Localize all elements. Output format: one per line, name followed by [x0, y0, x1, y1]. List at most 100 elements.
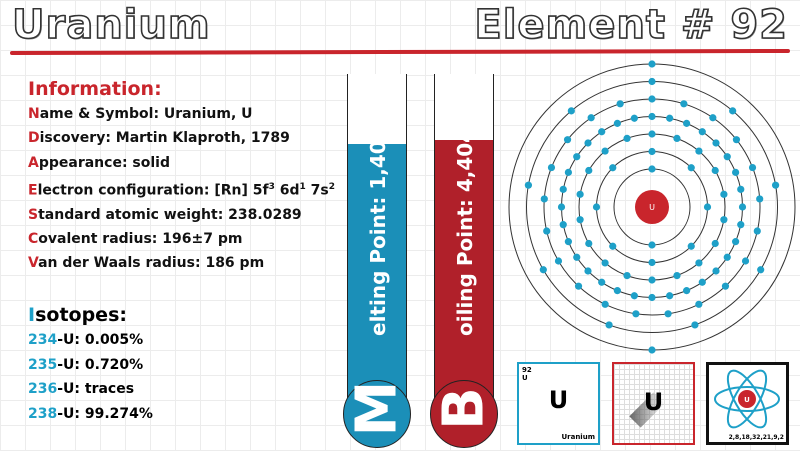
info-initial: C: [28, 231, 39, 248]
info-text: iscovery: Martin Klaproth, 1789: [39, 130, 290, 147]
info-text: 6d: [274, 182, 300, 199]
electron: [721, 282, 730, 290]
electron: [613, 287, 621, 295]
electron: [592, 203, 601, 211]
info-item: Standard atomic weight: 238.0289: [28, 203, 335, 227]
info-text: ppearance: solid: [38, 154, 170, 171]
isotope-mass: 236: [28, 381, 58, 397]
atomic-number: 92: [522, 366, 532, 374]
electron: [695, 300, 703, 308]
electron: [666, 114, 674, 122]
electron: [648, 346, 656, 354]
electron: [601, 147, 609, 155]
tile-corner: 92 U: [522, 366, 532, 382]
electron: [673, 271, 681, 280]
electron: [720, 190, 728, 198]
electron: [741, 257, 750, 265]
electron: [729, 107, 737, 115]
isotopes-heading: Isotopes:: [28, 304, 127, 326]
melting-point-label: elting Point: 1,405 K.: [366, 96, 390, 336]
electron: [737, 221, 745, 229]
isotopes-section: Isotopes: 234-U: 0.005% 235-U: 0.720% 236-…: [28, 302, 153, 426]
info-text: ame & Symbol: Uranium, U: [39, 106, 253, 122]
info-initial: S: [28, 206, 39, 223]
electron: [584, 267, 592, 275]
boiling-initial: B: [431, 387, 497, 430]
electron: [559, 185, 567, 193]
element-number: Element # 92: [474, 1, 788, 49]
info-initial: E: [28, 182, 38, 199]
electron: [648, 241, 656, 249]
electron: [680, 100, 688, 108]
info-text: lectron configuration: [Rn] 5f: [37, 182, 269, 199]
electron: [613, 119, 621, 127]
electron: [648, 77, 656, 86]
melting-point-thermometer: elting Point: 1,405 K.: [347, 74, 407, 414]
electron: [564, 168, 572, 176]
info-initial: D: [28, 130, 40, 147]
electron: [573, 253, 581, 261]
periodic-tile-card: 92 U U Uranium: [517, 362, 600, 445]
electron: [609, 164, 617, 172]
bohr-atom-diagram: U: [508, 60, 796, 354]
electron: [576, 190, 584, 198]
isotope-item: 238-U: 99.274%: [28, 402, 153, 427]
isotopes-initial: I: [28, 304, 36, 326]
info-item: Discovery: Martin Klaproth, 1789: [28, 126, 335, 150]
electron: [623, 271, 631, 280]
nucleus: [635, 190, 669, 224]
atom-icon-symbol: U: [744, 396, 750, 404]
isotope-item: 235-U: 0.720%: [28, 353, 153, 378]
electron: [547, 163, 556, 172]
electron: [584, 139, 592, 147]
electron: [648, 60, 656, 68]
electron: [732, 136, 741, 144]
electron: [585, 239, 593, 248]
electron: [698, 128, 706, 136]
electron: [712, 139, 720, 147]
isotope-mass: 235: [28, 356, 58, 373]
heading-text: Information:: [28, 78, 162, 100]
electron: [683, 119, 691, 127]
electron: [711, 239, 719, 248]
electron: [524, 181, 533, 189]
title-underline: [9, 48, 791, 56]
electron: [695, 259, 703, 267]
element-name: Uranium: [561, 433, 595, 441]
isotope-item: 234-U: 0.005%: [28, 328, 153, 353]
electron: [557, 203, 566, 211]
electron: [683, 287, 691, 295]
electron: [585, 166, 593, 175]
electron: [563, 136, 572, 144]
info-text: an der Waals radius: 186 pm: [38, 255, 265, 272]
electron: [630, 114, 638, 122]
atom-orbit-icon: U: [714, 369, 780, 429]
electron: [576, 216, 584, 224]
electron: [732, 168, 740, 176]
boiling-point-thermometer: oiling Point: 4,404 K.: [434, 74, 494, 414]
electron: [648, 293, 656, 302]
electron: [648, 147, 656, 156]
electron: [598, 128, 606, 136]
electron: [564, 238, 572, 246]
info-text: 7s: [305, 182, 329, 199]
electron: [623, 134, 631, 143]
atom-icon-card: U 2,8,18,32,21,9,2: [706, 362, 789, 445]
electron: [648, 112, 656, 121]
electron: [554, 257, 563, 265]
electron: [598, 278, 606, 286]
information-list: Name & Symbol: Uranium, U Discovery: Mart…: [28, 102, 335, 276]
electron: [757, 266, 765, 274]
symbol-large: U: [548, 386, 569, 414]
electron: [703, 203, 712, 211]
electron: [691, 321, 699, 329]
electron: [753, 227, 761, 235]
info-text: ovalent radius: 196±7 pm: [38, 231, 243, 248]
electron: [709, 114, 717, 122]
element-title: Uranium: [11, 1, 211, 49]
electron: [601, 300, 609, 308]
electron: [567, 107, 575, 115]
information-heading: Information:: [28, 76, 335, 102]
electron: [540, 195, 548, 203]
electron: [712, 267, 720, 275]
